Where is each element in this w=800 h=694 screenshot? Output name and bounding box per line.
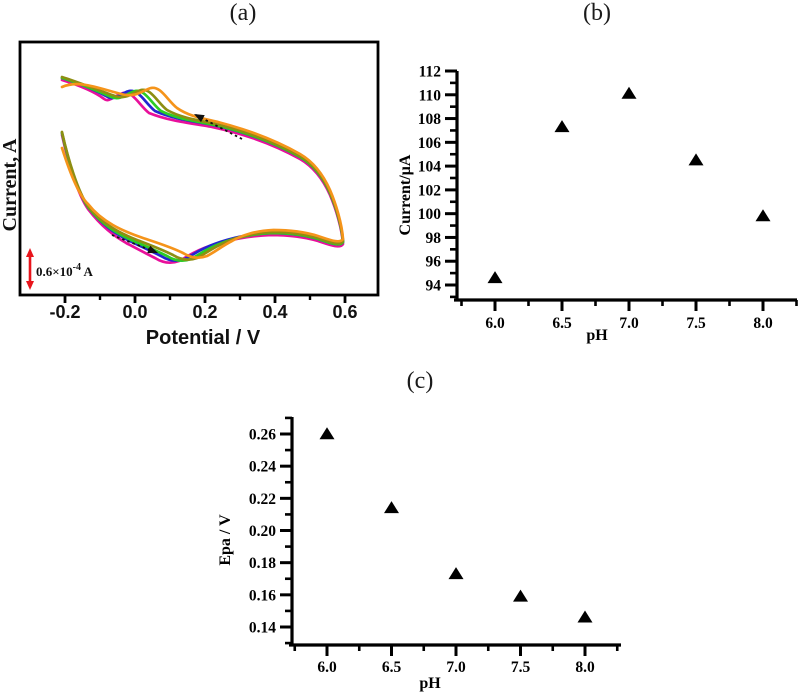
cv-voltammogram-chart: -0.2 0.0 0.2 0.4 0.6 Potential / V Current, A 0… <box>0 40 380 349</box>
x-tick-label: 7.0 <box>446 659 466 676</box>
y-tick-label: 0.18 <box>249 555 276 572</box>
data-point-triangle <box>448 567 464 580</box>
data-point-triangle <box>755 209 771 222</box>
cv-curve-orange <box>60 82 345 260</box>
y-tick-label: 0.22 <box>249 491 276 508</box>
x-tick-label: 0.2 <box>192 302 217 322</box>
cv-curve-magenta <box>60 78 345 265</box>
panel-c-label: (c) <box>406 368 434 394</box>
y-tick-label: 108 <box>418 111 442 128</box>
x-tick-label: 6.0 <box>317 659 337 676</box>
y-tick-label: 94 <box>426 278 442 295</box>
y-tick-label: 96 <box>426 254 442 271</box>
current-vs-ph-chart: 94 96 98 100 102 104 106 108 110 112 6.0 6.5 7.0 7.5 8… <box>397 64 798 344</box>
x-tick-label: 0.4 <box>262 302 287 322</box>
x-tick-label: 7.0 <box>619 315 639 332</box>
y-tick-label: 0.24 <box>249 459 276 476</box>
x-tick-label: 8.0 <box>753 315 773 332</box>
y-axis-title: Current, A <box>0 138 21 232</box>
x-tick-label: 7.5 <box>686 315 706 332</box>
x-tick-label: 6.0 <box>485 315 505 332</box>
data-point-triangle <box>577 610 593 623</box>
y-tick-label: 110 <box>419 87 442 104</box>
y-tick-label: 104 <box>418 159 442 176</box>
y-tick-label: 98 <box>426 230 442 247</box>
x-tick-label: 7.5 <box>511 659 531 676</box>
y-tick-label: 112 <box>419 64 442 81</box>
y-tick-label: 0.14 <box>249 620 276 637</box>
y-tick-label: 102 <box>418 182 442 199</box>
y-tick-label: 100 <box>418 206 442 223</box>
data-point-triangle <box>621 86 637 99</box>
y-tick-label: 106 <box>418 135 442 152</box>
cv-curve-dark-yellow <box>60 75 345 262</box>
data-point-triangle <box>319 427 335 440</box>
y-tick-label: 0.26 <box>249 427 276 444</box>
x-tick-label: 6.5 <box>552 315 572 332</box>
scale-bar-arrow-bottom <box>26 281 34 290</box>
x-tick-label: -0.2 <box>49 302 80 322</box>
reverse-scan-arrow-head <box>194 114 205 123</box>
panel-b-label: (b) <box>583 0 611 26</box>
panel-a-label: (a) <box>229 0 257 26</box>
x-tick-label: 0.6 <box>332 302 357 322</box>
epa-vs-ph-chart: 0.14 0.16 0.18 0.20 0.22 0.24 0.26 6.0 6.5 7.0 7.5… <box>217 416 621 692</box>
x-axis-title: pH <box>586 327 608 344</box>
data-point-triangle <box>513 589 528 602</box>
y-tick-label: 0.16 <box>249 587 276 604</box>
x-tick-label: 6.5 <box>382 659 402 676</box>
data-point-triangle <box>688 153 704 166</box>
x-axis-title: pH <box>419 675 441 692</box>
forward-scan-arrow-head <box>147 245 158 254</box>
data-point-triangle <box>554 120 570 133</box>
x-axis-title: Potential / V <box>146 327 261 349</box>
y-axis-title: Epa / V <box>217 514 234 566</box>
plot-frame <box>18 40 380 297</box>
scale-bar-label: 0.6×10-4 A <box>36 262 94 279</box>
y-axis-title: Current/µA <box>397 154 414 235</box>
scale-bar-arrow-top <box>26 248 34 257</box>
y-tick-label: 0.20 <box>249 523 276 540</box>
data-point-triangle <box>384 501 399 514</box>
data-point-triangle <box>487 271 503 284</box>
x-tick-label: 8.0 <box>575 659 595 676</box>
x-tick-label: 0.0 <box>122 302 147 322</box>
